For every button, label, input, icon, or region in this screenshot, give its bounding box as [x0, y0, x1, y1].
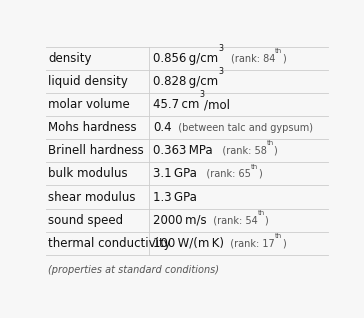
- Text: (rank: 17: (rank: 17: [224, 238, 275, 248]
- Text: th: th: [257, 210, 265, 216]
- Text: Mohs hardness: Mohs hardness: [48, 121, 137, 134]
- Text: 0.4: 0.4: [153, 121, 171, 134]
- Text: thermal conductivity: thermal conductivity: [48, 237, 171, 250]
- Text: ): ): [274, 146, 277, 156]
- Text: Brinell hardness: Brinell hardness: [48, 144, 144, 157]
- Text: th: th: [266, 140, 274, 146]
- Text: 0.828 g/cm: 0.828 g/cm: [153, 75, 218, 88]
- Text: ): ): [265, 215, 268, 225]
- Text: ): ): [258, 169, 262, 179]
- Text: molar volume: molar volume: [48, 98, 130, 111]
- Text: (rank: 54: (rank: 54: [207, 215, 257, 225]
- Text: 45.7 cm: 45.7 cm: [153, 98, 199, 111]
- Text: sound speed: sound speed: [48, 214, 123, 227]
- Text: 3.1 GPa: 3.1 GPa: [153, 167, 197, 180]
- Text: 3: 3: [218, 67, 223, 76]
- Text: (rank: 65: (rank: 65: [197, 169, 251, 179]
- Text: 0.363 MPa: 0.363 MPa: [153, 144, 213, 157]
- Text: 3: 3: [199, 90, 204, 99]
- Text: 100 W/(m K): 100 W/(m K): [153, 237, 224, 250]
- Text: th: th: [275, 233, 282, 239]
- Text: 1.3 GPa: 1.3 GPa: [153, 190, 197, 204]
- Text: ): ): [282, 238, 286, 248]
- Text: 3: 3: [218, 44, 223, 53]
- Text: density: density: [48, 52, 92, 65]
- Text: (between talc and gypsum): (between talc and gypsum): [171, 123, 313, 133]
- Text: 2000 m/s: 2000 m/s: [153, 214, 207, 227]
- Text: shear modulus: shear modulus: [48, 190, 136, 204]
- Text: (rank: 58: (rank: 58: [213, 146, 266, 156]
- Text: bulk modulus: bulk modulus: [48, 167, 128, 180]
- Text: (rank: 84: (rank: 84: [231, 53, 275, 63]
- Text: (properties at standard conditions): (properties at standard conditions): [48, 265, 219, 274]
- Text: 0.856 g/cm: 0.856 g/cm: [153, 52, 218, 65]
- Text: /mol: /mol: [204, 98, 230, 111]
- Text: th: th: [275, 48, 282, 54]
- Text: th: th: [251, 163, 258, 169]
- Text: liquid density: liquid density: [48, 75, 128, 88]
- Text: ): ): [282, 53, 286, 63]
